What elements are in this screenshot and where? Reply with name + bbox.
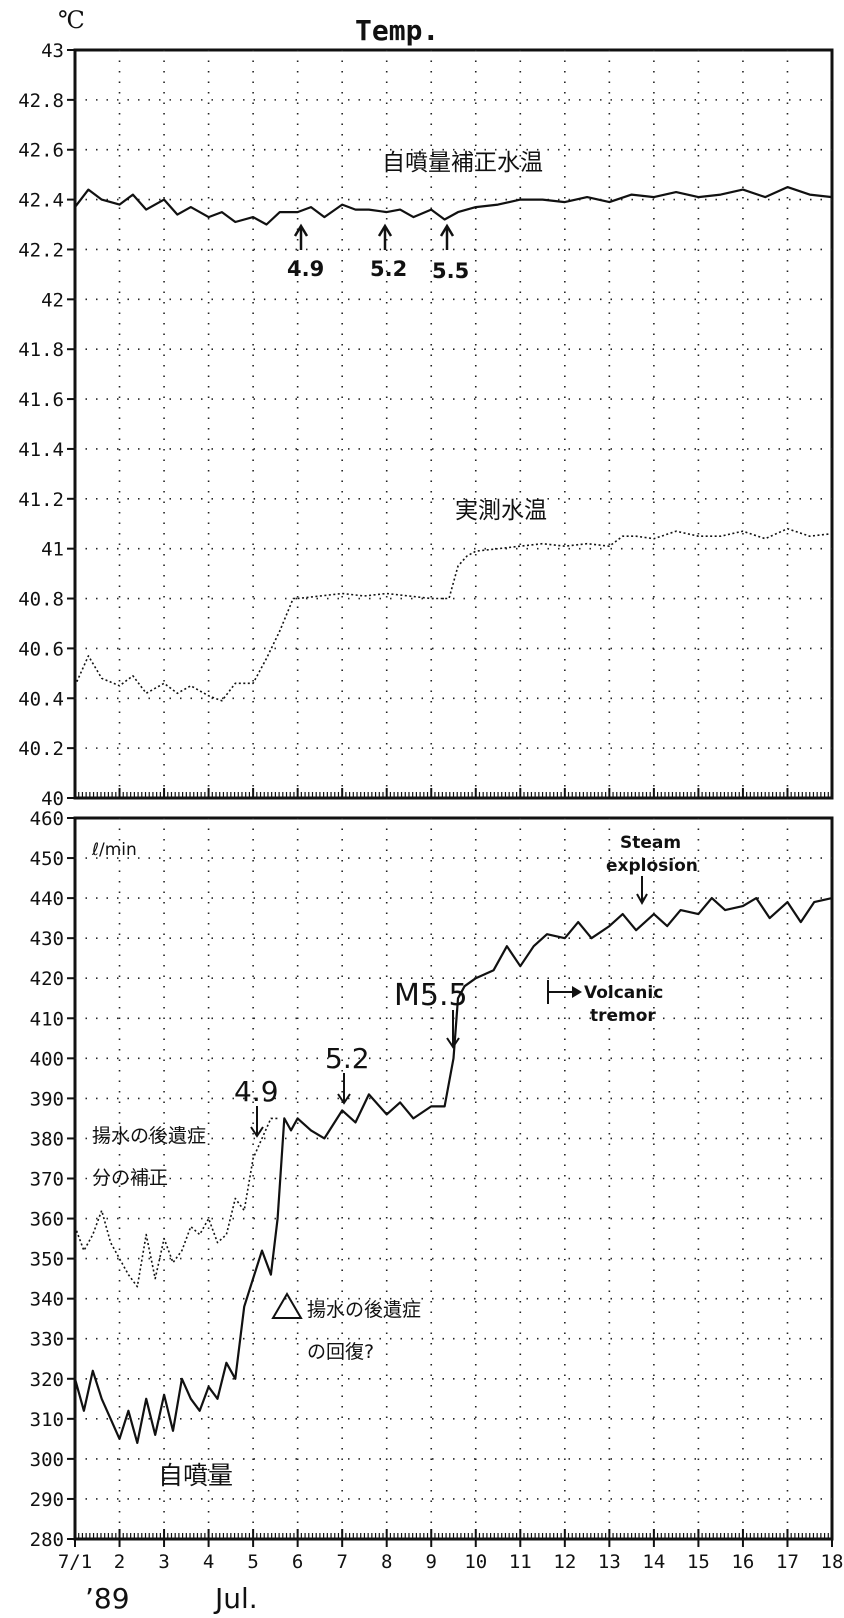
temperature-unit-label: ℃ [58,6,85,34]
recovery-triangle [271,1292,303,1319]
x-tick-label: 8 [381,1551,392,1573]
x-tick-label: 14 [642,1551,665,1573]
flow-grid [75,818,832,1539]
x-tick-label: 12 [553,1551,576,1573]
explosion-label: explosion [606,856,698,876]
4-9-arrow [250,1106,264,1138]
x-tick-label: 15 [687,1551,710,1573]
steam-explosion-arrow [636,876,648,906]
flow-x-ticks: 7/1 2 3 4 5 6 7 8 9 10 11 12 13 14 15 16 17 18 [58,1551,844,1573]
x-tick-label: 3 [158,1551,169,1573]
x-tick-label: 6 [292,1551,303,1573]
temp-annotation-4-9: 4.9 [287,257,324,281]
x-tick-label: 2 [114,1551,125,1573]
tremor-label: tremor [590,1006,656,1026]
x-tick-label: 10 [464,1551,487,1573]
bot-ytick-label: 380 [30,1128,64,1150]
top-ytick-label: 40 [41,788,64,810]
bot-ytick-label: 290 [30,1489,64,1511]
bot-ytick-label: 350 [30,1249,64,1271]
top-ytick-label: 40.6 [18,638,64,660]
top-ytick-label: 42.6 [18,140,64,162]
recovery-label-line-1: 揚水の後遺症 [307,1299,421,1321]
x-tick-label: 9 [426,1551,437,1573]
series-label-measured-temp: 実測水温 [455,498,547,524]
bot-ytick-label: 320 [30,1369,64,1391]
bot-ytick-label: 440 [30,888,64,910]
top-ytick-label: 41 [41,539,64,561]
month-label: Jul. [213,1582,258,1615]
bot-ytick-label: 310 [30,1409,64,1431]
top-ytick-label: 42.8 [18,90,64,112]
temperature-minor-ticks [74,788,833,798]
flow-series [73,896,833,1445]
temp-arrow-5-2: 5.2 [370,223,407,281]
bot-ytick-label: 340 [30,1289,64,1311]
flow-annotation-5-2: 5.2 [325,1042,370,1075]
flow-minor-ticks [74,1529,833,1547]
top-ytick-label: 40.2 [18,738,64,760]
x-tick-label: 13 [598,1551,621,1573]
temperature-grid [75,50,832,798]
temperature-series [74,186,833,702]
series-label-corrected-temp: 自噴量補正水温 [382,150,543,176]
flow-annotation-m5-5: M5.5 [394,978,468,1013]
top-ytick-label: 41.8 [18,339,64,361]
year-label: ’89 [85,1582,130,1615]
bot-ytick-label: 390 [30,1088,64,1110]
recovery-label-line-2: の回復? [307,1341,374,1363]
bot-ytick-label: 460 [30,808,64,830]
bot-ytick-label: 370 [30,1169,64,1191]
top-ytick-label: 40.4 [18,688,64,710]
bot-ytick-label: 400 [30,1048,64,1070]
correction-label-line-1: 揚水の後遺症 [92,1125,206,1147]
bot-ytick-label: 430 [30,928,64,950]
top-ytick-label: 42.2 [18,239,64,261]
x-tick-label: 4 [203,1551,214,1573]
bot-ytick-label: 330 [30,1329,64,1351]
bot-ytick-label: 450 [30,848,64,870]
x-tick-label: 17 [776,1551,799,1573]
top-ytick-label: 42 [41,289,64,311]
top-ytick-label: 41.2 [18,489,64,511]
x-tick-label: 5 [247,1551,258,1573]
x-tick-label: 11 [509,1551,532,1573]
x-tick-label: 16 [731,1551,754,1573]
steam-label: Steam [620,833,681,853]
bot-ytick-label: 420 [30,968,64,990]
x-tick-label: 7 [336,1551,347,1573]
bot-ytick-label: 410 [30,1008,64,1030]
temperature-panel: 40 40.2 40.4 40.6 40.8 41 41.2 41.4 41.6 41.8 42 42… [18,40,834,810]
flow-y-ticks: 280 290 300 310 320 330 340 350 360 370 380 390 400 4… [30,808,75,1551]
chart-title: Temp. [355,14,439,47]
volcanic-label: Volcanic [584,983,663,1003]
correction-label-line-2: 分の補正 [92,1167,168,1189]
temperature-y-ticks: 40 40.2 40.4 40.6 40.8 41 41.2 41.4 41.6 41.8 42 42… [18,40,75,810]
temp-annotation-5-2: 5.2 [370,257,407,281]
top-ytick-label: 42.4 [18,190,64,212]
flow-annotation-4-9: 4.9 [234,1075,279,1108]
flow-unit-label: ℓ/min [91,840,137,860]
top-ytick-label: 41.6 [18,389,64,411]
top-series-line-0 [74,186,833,226]
flow-series-label: 自噴量 [158,1461,233,1490]
x-tick-label: 7/1 [58,1551,92,1573]
m5-5-arrow [446,1010,460,1049]
bot-ytick-label: 300 [30,1449,64,1471]
top-ytick-label: 40.8 [18,589,64,611]
x-tick-label: 18 [821,1551,844,1573]
5-2-arrow [337,1073,351,1105]
temp-arrow-4-9: 4.9 [287,223,324,281]
temp-arrow-5-5: 5.5 [432,223,469,283]
top-ytick-label: 43 [41,40,64,62]
top-series-line-1 [74,527,833,702]
bot-ytick-label: 280 [30,1529,64,1551]
temp-annotation-5-5: 5.5 [432,259,469,283]
bot-series-line-0 [73,896,833,1445]
flow-panel: 2802903003103203303403503603703803904004… [30,808,844,1573]
volcanic-tremor-marker [547,980,582,1004]
top-ytick-label: 41.4 [18,439,64,461]
bot-ytick-label: 360 [30,1209,64,1231]
